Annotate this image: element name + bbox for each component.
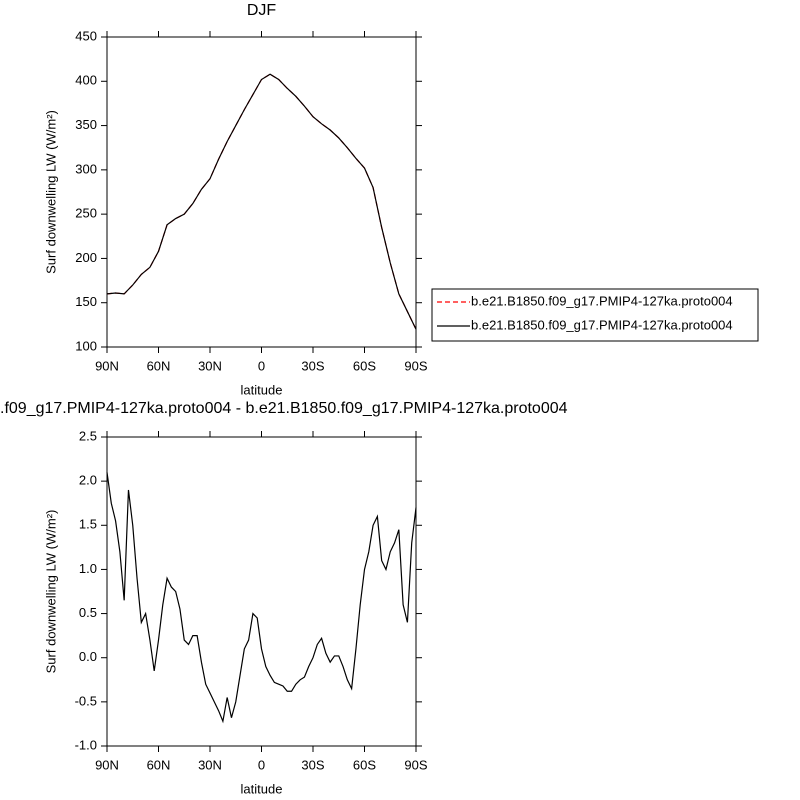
plot-frame: [106, 36, 417, 348]
x-tick-label: 30S: [301, 358, 324, 373]
x-tick-label: 60N: [147, 757, 171, 772]
x-tick-label: 30N: [198, 358, 222, 373]
x-tick-label: 0: [258, 358, 265, 373]
y-tick-label: -0.5: [75, 693, 97, 708]
chart-title: DJF: [247, 2, 277, 19]
data-line: [106, 472, 417, 724]
y-tick-label: 100: [75, 338, 97, 353]
legend-label: b.e21.B1850.f09_g17.PMIP4-127ka.proto004: [471, 317, 733, 332]
y-tick-label: 200: [75, 250, 97, 265]
x-tick-label: 90N: [95, 757, 119, 772]
x-tick-label: 60S: [353, 757, 376, 772]
y-tick-label: -1.0: [75, 737, 97, 752]
y-tick-label: 0.0: [79, 649, 97, 664]
legend-box: [431, 288, 759, 342]
plot-frame: [106, 436, 417, 747]
data-line: [106, 73, 417, 330]
x-tick-label: 90N: [95, 358, 119, 373]
x-tick-label: 30S: [301, 757, 324, 772]
y-tick-label: 400: [75, 73, 97, 88]
data-line: [106, 73, 417, 330]
x-tick-label: 30N: [198, 757, 222, 772]
y-tick-label: 2.0: [79, 473, 97, 488]
y-tick-label: 0.5: [79, 605, 97, 620]
x-tick-label: 60S: [353, 358, 376, 373]
x-tick-label: 0: [258, 757, 265, 772]
y-tick-label: 450: [75, 28, 97, 43]
x-axis-label: latitude: [241, 781, 283, 796]
x-tick-label: 60N: [147, 358, 171, 373]
y-tick-label: 1.0: [79, 561, 97, 576]
y-axis-label: Surf downwelling LW (W/m²): [43, 510, 58, 674]
y-axis-label: Surf downwelling LW (W/m²): [43, 110, 58, 274]
x-tick-label: 90S: [404, 757, 427, 772]
y-tick-label: 250: [75, 206, 97, 221]
chart-title: .f09_g17.PMIP4-127ka.proto004 - b.e21.B1…: [0, 400, 568, 417]
y-tick-label: 350: [75, 117, 97, 132]
x-axis-label: latitude: [241, 382, 283, 397]
y-tick-label: 1.5: [79, 517, 97, 532]
x-tick-label: 90S: [404, 358, 427, 373]
legend-label: b.e21.B1850.f09_g17.PMIP4-127ka.proto004: [471, 293, 733, 308]
y-tick-label: 150: [75, 294, 97, 309]
y-tick-label: 300: [75, 161, 97, 176]
y-tick-label: 2.5: [79, 428, 97, 443]
